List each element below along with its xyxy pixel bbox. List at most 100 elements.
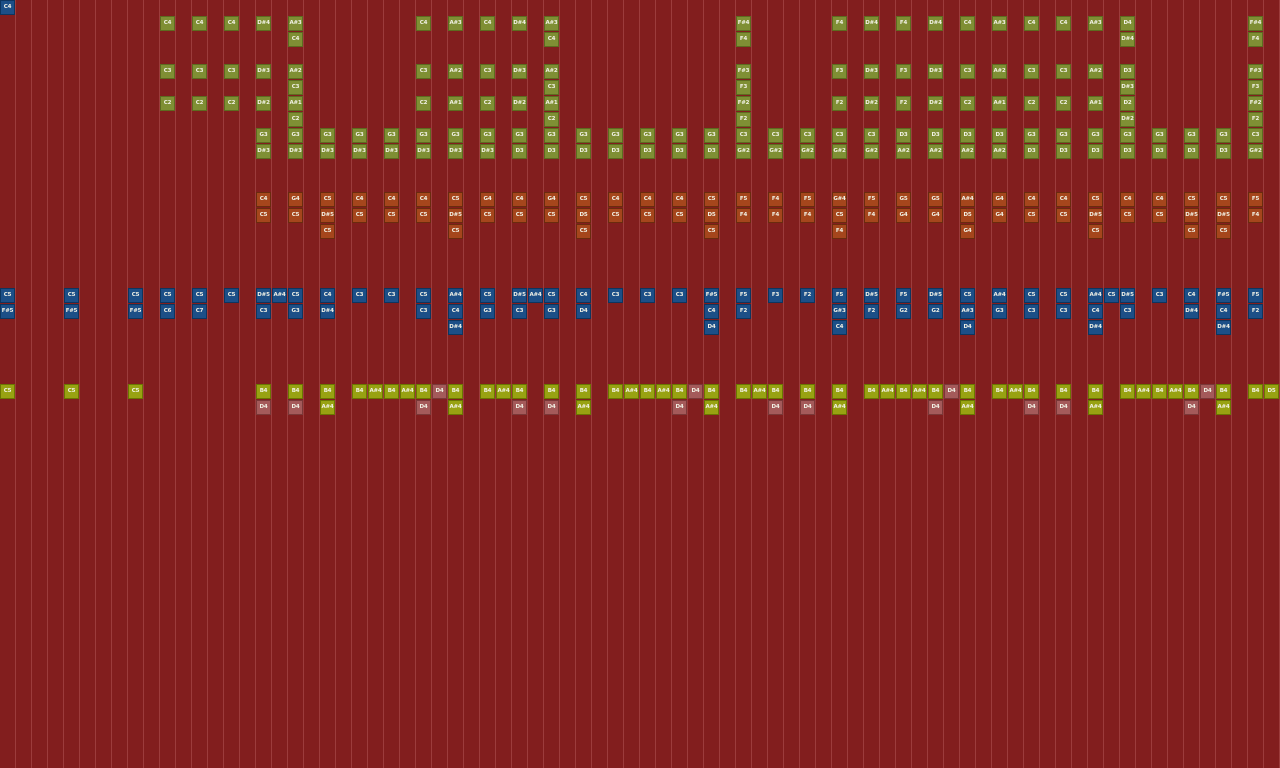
note-cell[interactable]: D#3 (256, 144, 271, 159)
note-cell[interactable]: D5 (960, 208, 975, 223)
note-cell[interactable]: D#2 (512, 96, 527, 111)
note-cell[interactable]: C5 (672, 208, 687, 223)
note-cell[interactable]: F3 (736, 80, 751, 95)
note-cell[interactable]: F4 (768, 192, 783, 207)
note-cell[interactable]: A#4 (400, 384, 415, 399)
note-cell[interactable]: C3 (1248, 128, 1263, 143)
note-cell[interactable]: F4 (768, 208, 783, 223)
note-cell[interactable]: G3 (480, 304, 495, 319)
note-cell[interactable]: B4 (1088, 384, 1103, 399)
note-cell[interactable]: D4 (512, 400, 527, 415)
note-cell[interactable]: G4 (544, 192, 559, 207)
note-cell[interactable]: C4 (192, 16, 207, 31)
note-cell[interactable]: C3 (1024, 64, 1039, 79)
note-cell[interactable]: F5 (1248, 192, 1263, 207)
note-cell[interactable]: C5 (192, 288, 207, 303)
note-cell[interactable]: A#4 (576, 400, 591, 415)
note-cell[interactable]: C4 (704, 304, 719, 319)
note-cell[interactable]: F2 (864, 304, 879, 319)
note-cell[interactable]: G3 (608, 128, 623, 143)
note-cell[interactable]: G3 (1216, 128, 1231, 143)
note-cell[interactable]: C4 (256, 192, 271, 207)
note-cell[interactable]: C5 (1216, 224, 1231, 239)
note-cell[interactable]: C3 (384, 288, 399, 303)
note-cell[interactable]: C4 (1216, 304, 1231, 319)
note-cell[interactable]: F#3 (736, 64, 751, 79)
note-cell[interactable]: C5 (448, 224, 463, 239)
note-cell[interactable]: C5 (416, 288, 431, 303)
note-cell[interactable]: F#5 (128, 304, 143, 319)
note-cell[interactable]: G3 (256, 128, 271, 143)
note-cell[interactable]: C2 (224, 96, 239, 111)
note-cell[interactable]: C4 (832, 320, 847, 335)
note-cell[interactable]: A#4 (752, 384, 767, 399)
note-cell[interactable]: C5 (1216, 192, 1231, 207)
note-cell[interactable]: G5 (896, 192, 911, 207)
note-cell[interactable]: A#4 (656, 384, 671, 399)
note-cell[interactable]: D#5 (1184, 208, 1199, 223)
note-cell[interactable]: C3 (416, 304, 431, 319)
note-cell[interactable]: C6 (160, 304, 175, 319)
note-cell[interactable]: C4 (224, 16, 239, 31)
note-cell[interactable]: F2 (736, 304, 751, 319)
note-cell[interactable]: F3 (832, 64, 847, 79)
note-cell[interactable]: D#5 (864, 288, 879, 303)
note-cell[interactable]: F#4 (736, 16, 751, 31)
note-cell[interactable]: C4 (480, 16, 495, 31)
note-cell[interactable]: C5 (576, 192, 591, 207)
note-cell[interactable]: G3 (1120, 128, 1135, 143)
note-cell[interactable]: A#2 (992, 144, 1007, 159)
note-cell[interactable]: D4 (1200, 384, 1215, 399)
note-cell[interactable]: A#4 (320, 400, 335, 415)
note-cell[interactable]: A#4 (704, 400, 719, 415)
note-cell[interactable]: C4 (320, 288, 335, 303)
note-cell[interactable]: D3 (608, 144, 623, 159)
note-cell[interactable]: C5 (224, 288, 239, 303)
note-cell[interactable]: G#2 (1248, 144, 1263, 159)
note-cell[interactable]: D#3 (320, 144, 335, 159)
note-cell[interactable]: D#4 (1216, 320, 1231, 335)
note-cell[interactable]: D3 (640, 144, 655, 159)
note-cell[interactable]: A#4 (960, 400, 975, 415)
note-cell[interactable]: F3 (1248, 80, 1263, 95)
note-cell[interactable]: F#2 (1248, 96, 1263, 111)
note-cell[interactable]: C5 (1088, 192, 1103, 207)
note-cell[interactable]: C3 (160, 64, 175, 79)
note-cell[interactable]: C5 (416, 208, 431, 223)
note-cell[interactable]: F#2 (736, 96, 751, 111)
note-cell[interactable]: D#5 (1216, 208, 1231, 223)
note-cell[interactable]: F2 (1248, 304, 1263, 319)
note-cell[interactable]: G3 (448, 128, 463, 143)
note-cell[interactable]: A#4 (1008, 384, 1023, 399)
note-cell[interactable]: B4 (800, 384, 815, 399)
note-cell[interactable]: D4 (1120, 16, 1135, 31)
note-cell[interactable]: F5 (1248, 288, 1263, 303)
note-cell[interactable]: C4 (1024, 16, 1039, 31)
note-cell[interactable]: D#3 (448, 144, 463, 159)
note-cell[interactable]: B4 (544, 384, 559, 399)
note-cell[interactable]: C5 (1120, 208, 1135, 223)
note-cell[interactable]: B4 (608, 384, 623, 399)
note-cell[interactable]: G4 (480, 192, 495, 207)
note-cell[interactable]: C3 (256, 304, 271, 319)
note-cell[interactable]: G3 (704, 128, 719, 143)
note-cell[interactable]: D#3 (288, 144, 303, 159)
note-cell[interactable]: C3 (416, 64, 431, 79)
note-cell[interactable]: G3 (576, 128, 591, 143)
note-cell[interactable]: G3 (320, 128, 335, 143)
note-cell[interactable]: D4 (800, 400, 815, 415)
note-cell[interactable]: D#5 (320, 208, 335, 223)
note-cell[interactable]: G#2 (736, 144, 751, 159)
note-cell[interactable]: D3 (672, 144, 687, 159)
note-cell[interactable]: B4 (1152, 384, 1167, 399)
note-cell[interactable]: D4 (928, 400, 943, 415)
note-cell[interactable]: A#4 (960, 192, 975, 207)
note-cell[interactable]: C3 (672, 288, 687, 303)
note-cell[interactable]: C5 (544, 208, 559, 223)
note-cell[interactable]: D#4 (256, 16, 271, 31)
note-cell[interactable]: A#1 (544, 96, 559, 111)
note-cell[interactable]: F2 (1248, 112, 1263, 127)
note-cell[interactable]: C3 (960, 64, 975, 79)
note-cell[interactable]: D3 (704, 144, 719, 159)
